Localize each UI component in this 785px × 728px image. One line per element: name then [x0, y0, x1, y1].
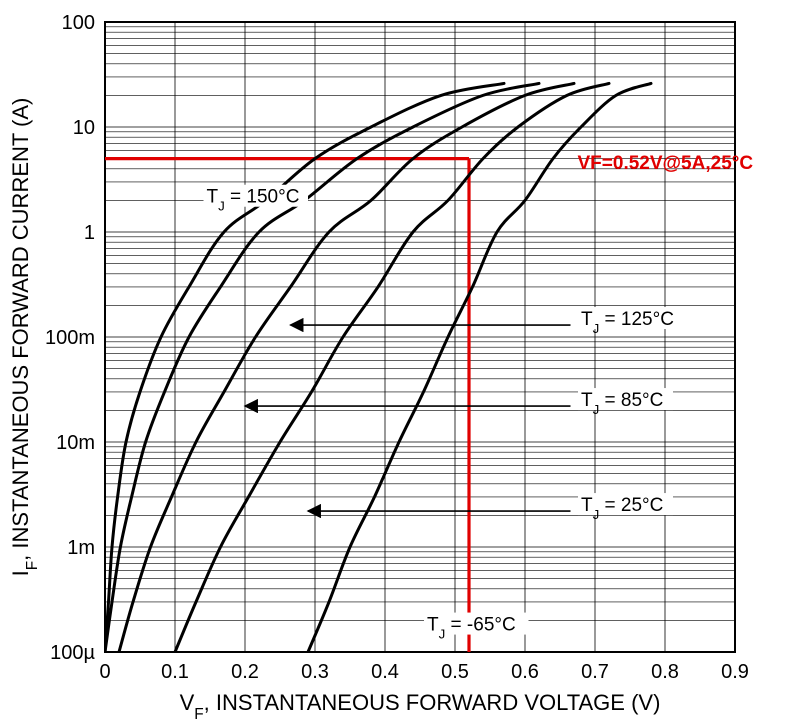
y-tick-0: 100: [62, 12, 95, 34]
y-tick-3: 100m: [45, 327, 95, 349]
x-tick-3: 0.3: [301, 661, 329, 683]
y-tick-6: 100µ: [50, 642, 95, 664]
x-tick-0: 0: [99, 661, 110, 683]
y-tick-2: 1: [84, 222, 95, 244]
y-tick-4: 10m: [56, 432, 95, 454]
x-tick-2: 0.2: [231, 661, 259, 683]
y-tick-1: 10: [73, 117, 95, 139]
x-tick-1: 0.1: [161, 661, 189, 683]
chart-container: TJ = 150°CTJ = 125°CTJ = 85°CTJ = 25°CTJ…: [0, 0, 785, 728]
chart-svg: TJ = 150°CTJ = 125°CTJ = 85°CTJ = 25°CTJ…: [0, 0, 785, 728]
x-tick-6: 0.6: [511, 661, 539, 683]
x-tick-7: 0.7: [581, 661, 609, 683]
x-tick-5: 0.5: [441, 661, 469, 683]
x-tick-8: 0.8: [651, 661, 679, 683]
y-tick-5: 1m: [67, 537, 95, 559]
x-tick-4: 0.4: [371, 661, 399, 683]
callout-text: VF=0.52V@5A,25°C: [578, 153, 754, 174]
x-tick-9: 0.9: [721, 661, 749, 683]
